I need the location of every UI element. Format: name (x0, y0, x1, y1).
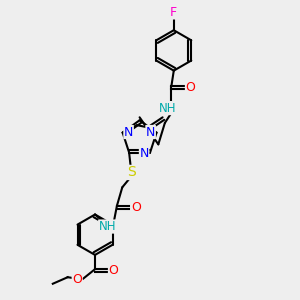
Text: O: O (131, 201, 141, 214)
Text: S: S (128, 166, 136, 179)
Text: N: N (124, 125, 133, 139)
Text: O: O (185, 81, 195, 94)
Text: O: O (72, 273, 82, 286)
Text: N: N (140, 147, 149, 160)
Text: O: O (109, 264, 118, 277)
Text: NH: NH (159, 102, 177, 115)
Text: N: N (146, 125, 155, 139)
Text: NH: NH (99, 220, 116, 233)
Text: F: F (170, 6, 177, 19)
